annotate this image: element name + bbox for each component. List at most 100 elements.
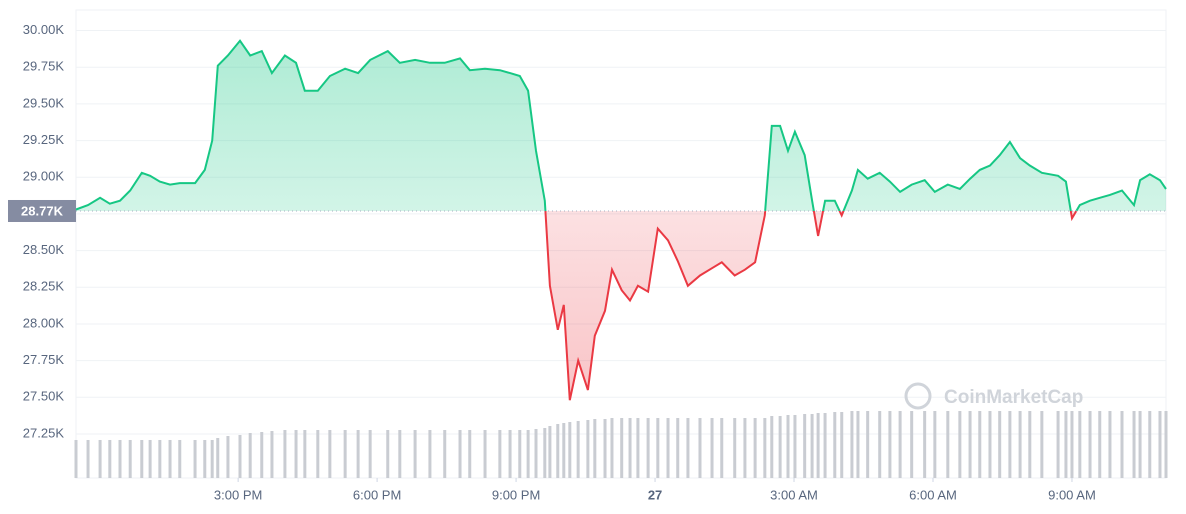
volume-bar	[778, 416, 782, 478]
volume-bar	[770, 416, 774, 478]
baseline-label: 28.77K	[21, 203, 64, 218]
volume-bar	[148, 440, 152, 478]
volume-bar	[753, 418, 757, 478]
volume-bar	[1108, 411, 1112, 478]
volume-bar	[210, 440, 214, 478]
y-tick-label: 28.50K	[23, 242, 65, 257]
volume-bar	[878, 411, 882, 478]
volume-bar	[1070, 411, 1074, 478]
volume-bar	[368, 430, 372, 478]
volume-bar	[398, 430, 402, 478]
volume-bar	[593, 419, 597, 478]
volume-bar	[810, 414, 814, 478]
volume-bar	[946, 411, 950, 478]
y-tick-label: 29.50K	[23, 95, 65, 110]
volume-bar	[294, 430, 298, 478]
volume-bar	[238, 435, 242, 478]
volume-bar	[556, 424, 560, 478]
volume-bar	[978, 411, 982, 478]
volume-bar	[193, 440, 197, 478]
volume-bar	[923, 411, 927, 478]
x-tick-label: 9:00 AM	[1048, 487, 1096, 502]
volume-bar	[483, 430, 487, 478]
volume-bar	[508, 430, 512, 478]
watermark-logo	[904, 382, 932, 410]
x-tick-label: 6:00 AM	[909, 487, 957, 502]
x-tick-label: 9:00 PM	[492, 487, 540, 502]
volume-bar	[1088, 411, 1092, 478]
volume-bar	[468, 430, 472, 478]
volume-bar	[1158, 411, 1162, 478]
y-tick-label: 29.75K	[23, 59, 65, 74]
volume-bar	[226, 436, 230, 478]
volume-bar	[328, 430, 332, 478]
volume-bar	[216, 438, 220, 478]
volume-bar	[793, 415, 797, 478]
volume-bar	[1018, 411, 1022, 478]
volume-bar	[686, 418, 690, 478]
volume-bar	[413, 430, 417, 478]
volume-bar	[203, 440, 207, 478]
y-tick-label: 29.25K	[23, 132, 65, 147]
volume-bar	[968, 411, 972, 478]
baseline-badge	[8, 199, 76, 222]
y-tick-label: 29.00K	[23, 169, 65, 184]
volume-bar	[816, 413, 820, 478]
volume-bar	[1164, 411, 1168, 478]
volume-bar	[586, 420, 590, 478]
volume-bar	[733, 418, 737, 478]
volume-bar	[443, 430, 447, 478]
volume-bar	[856, 411, 860, 478]
volume-bar	[168, 440, 172, 478]
volume-bar	[98, 440, 102, 478]
volume-bar	[698, 418, 702, 478]
volume-bar	[526, 430, 530, 478]
volume-bar	[128, 440, 132, 478]
volume-bar	[543, 428, 547, 478]
volume-bar	[343, 430, 347, 478]
x-tick-label: 3:00 AM	[770, 487, 818, 502]
volume-bar	[548, 426, 552, 478]
volume-bar	[910, 411, 914, 478]
volume-bar	[303, 430, 307, 478]
volume-bar	[866, 411, 870, 478]
volume-bar	[1138, 411, 1142, 478]
volume-bar	[833, 412, 837, 478]
volume-bar	[620, 418, 624, 478]
volume-bar	[803, 414, 807, 478]
volume-bar	[1040, 411, 1044, 478]
volume-bar	[386, 430, 390, 478]
volume-bar	[888, 411, 892, 478]
volume-bar	[518, 430, 522, 478]
area-up	[76, 40, 1166, 211]
volume-bar	[1120, 411, 1124, 478]
volume-bar	[763, 418, 767, 478]
y-tick-label: 28.25K	[23, 279, 65, 294]
volume-bar	[840, 412, 844, 478]
y-tick-label: 30.00K	[23, 22, 65, 37]
x-tick-label: 3:00 PM	[214, 487, 262, 502]
volume-bar	[628, 418, 632, 478]
volume-bar	[666, 418, 670, 478]
volume-bar	[603, 419, 607, 478]
volume-bar	[178, 440, 182, 478]
volume-bar	[260, 432, 264, 478]
volume-bar	[850, 411, 854, 478]
volume-bar	[458, 430, 462, 478]
volume-bar	[1056, 411, 1060, 478]
volume-bar	[646, 418, 650, 478]
volume-bar	[108, 440, 112, 478]
volume-bar	[74, 440, 78, 478]
watermark: CoinMarketCap	[944, 387, 1083, 408]
volume-bar	[118, 440, 122, 478]
volume-bar	[1132, 411, 1136, 478]
volume-bar	[316, 430, 320, 478]
volume-bar	[1148, 411, 1152, 478]
volume-bar	[283, 430, 287, 478]
price-line-down	[544, 210, 1078, 401]
y-tick-label: 27.25K	[23, 425, 65, 440]
volume-bar	[498, 430, 502, 478]
area-down	[76, 210, 1166, 401]
volume-bar	[610, 418, 614, 478]
